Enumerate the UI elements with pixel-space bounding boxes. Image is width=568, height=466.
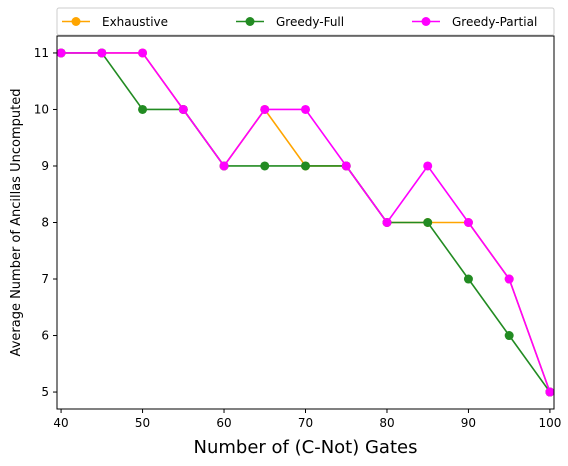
plot-frame <box>56 35 555 410</box>
x-tick-label: 80 <box>379 416 394 430</box>
legend-label: Greedy-Full <box>276 15 344 29</box>
legend-marker <box>245 17 255 26</box>
x-tick-label: 50 <box>135 416 150 430</box>
legend-entry: Exhaustive <box>62 15 168 29</box>
series-greedy-full <box>56 48 555 397</box>
legend-label: Exhaustive <box>102 15 168 29</box>
y-tick-label: 11 <box>34 46 49 60</box>
data-point <box>138 104 148 114</box>
legend: Exhaustive Greedy-Full Greedy-Partial <box>56 7 555 36</box>
legend-entry: Greedy-Full <box>236 15 344 29</box>
x-tick-label: 100 <box>538 416 561 430</box>
y-tick-label: 6 <box>41 329 49 343</box>
y-axis-label: Average Number of Ancillas Uncomputed <box>9 89 24 357</box>
legend-frame <box>56 7 555 36</box>
y-tick-label: 9 <box>41 159 49 173</box>
data-point <box>219 161 229 171</box>
data-point <box>463 218 473 227</box>
y-tick-label: 10 <box>34 102 49 116</box>
legend-entry: Greedy-Partial <box>412 15 537 29</box>
data-point <box>504 331 514 341</box>
legend-marker <box>421 17 431 26</box>
x-axis-label: Number of (C-Not) Gates <box>194 437 418 458</box>
data-point <box>382 218 392 227</box>
data-point <box>504 274 514 284</box>
legend-label: Greedy-Partial <box>452 15 537 29</box>
data-point <box>423 161 433 171</box>
series-line <box>61 52 551 393</box>
data-point <box>463 274 473 284</box>
data-point <box>545 387 555 397</box>
series-layer <box>56 48 555 397</box>
x-tick-label: 70 <box>298 416 313 430</box>
y-tick-label: 7 <box>41 272 49 286</box>
data-point <box>56 48 66 58</box>
data-point <box>341 161 351 171</box>
x-axis-ticks: 40 50 60 70 80 90 100 <box>53 409 561 430</box>
data-point <box>178 104 188 114</box>
legend-marker <box>71 17 81 26</box>
data-point <box>301 161 310 171</box>
data-point <box>260 104 270 114</box>
y-tick-label: 5 <box>41 385 49 399</box>
y-tick-label: 8 <box>41 216 49 230</box>
data-point <box>301 104 310 114</box>
data-point <box>97 48 107 58</box>
x-tick-label: 90 <box>461 416 476 430</box>
y-axis-ticks: 5 6 7 8 9 10 11 <box>34 46 57 399</box>
data-point <box>138 48 148 58</box>
series-greedy-partial <box>56 48 555 397</box>
data-point <box>423 218 433 227</box>
x-tick-label: 40 <box>53 416 68 430</box>
data-point <box>260 161 270 171</box>
series-exhaustive <box>56 48 555 397</box>
series-line <box>61 52 551 393</box>
series-line <box>61 52 551 393</box>
x-tick-label: 60 <box>216 416 231 430</box>
